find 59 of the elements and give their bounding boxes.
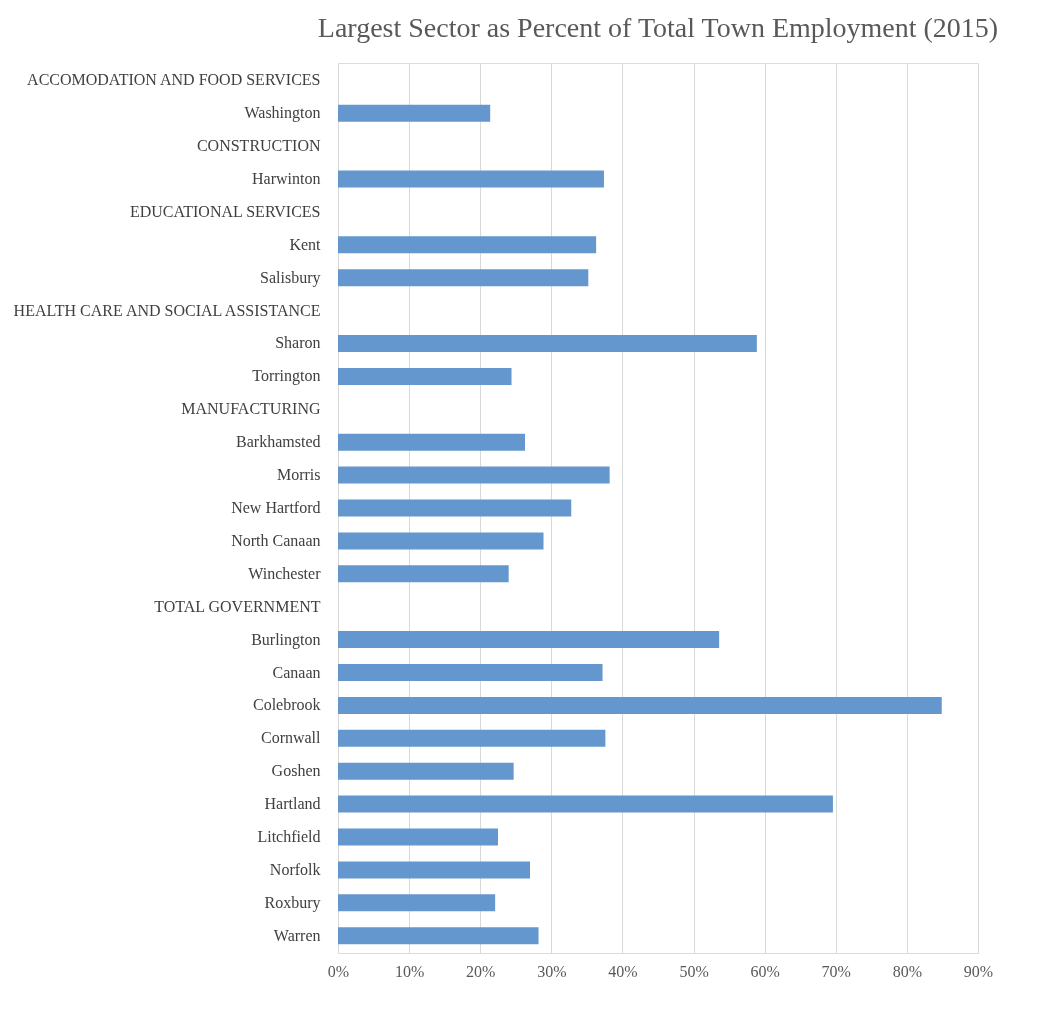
x-tick-label: 20% bbox=[466, 962, 496, 980]
chart-title: Largest Sector as Percent of Total Town Employment (2015) bbox=[317, 12, 999, 43]
bar bbox=[338, 104, 491, 122]
bar bbox=[338, 828, 498, 846]
bar bbox=[338, 170, 604, 188]
y-tick-label: Colebrook bbox=[252, 696, 321, 714]
x-tick-label: 0% bbox=[327, 962, 350, 980]
bar bbox=[338, 861, 530, 879]
y-tick-label: Barkhamsted bbox=[236, 433, 321, 451]
x-tick-label: 60% bbox=[750, 962, 780, 980]
bar bbox=[338, 664, 603, 682]
bar bbox=[338, 236, 597, 254]
y-tick-label: Kent bbox=[289, 235, 322, 253]
bar bbox=[338, 565, 509, 583]
y-tick-label: Hartland bbox=[264, 795, 321, 813]
y-tick-label: Canaan bbox=[272, 663, 321, 681]
y-tick-label: New Hartford bbox=[231, 499, 321, 516]
y-tick-label: Litchfield bbox=[257, 828, 321, 846]
y-tick-label: EDUCATIONAL SERVICES bbox=[129, 202, 321, 220]
bar bbox=[338, 466, 610, 484]
y-tick-label: Winchester bbox=[248, 564, 322, 582]
x-tick-label: 90% bbox=[963, 962, 994, 980]
x-tick-label: 80% bbox=[892, 962, 923, 980]
bar bbox=[338, 631, 720, 649]
y-tick-label: Warren bbox=[273, 926, 321, 944]
bar bbox=[338, 334, 757, 352]
bar bbox=[338, 762, 514, 780]
y-tick-label: CONSTRUCTION bbox=[196, 137, 321, 155]
y-tick-label: HEALTH CARE AND SOCIAL ASSISTANCE bbox=[13, 301, 321, 319]
bar bbox=[338, 532, 544, 550]
y-tick-label: Washington bbox=[244, 104, 321, 123]
bar bbox=[338, 927, 539, 945]
x-tick-label: 40% bbox=[608, 962, 638, 980]
y-tick-label: Harwinton bbox=[252, 169, 321, 187]
bar bbox=[338, 729, 606, 747]
x-tick-label: 10% bbox=[394, 962, 425, 980]
y-tick-label: Goshen bbox=[271, 762, 321, 780]
y-tick-label: Salisbury bbox=[260, 268, 321, 287]
bar bbox=[338, 795, 833, 813]
y-tick-label: Morris bbox=[276, 466, 321, 484]
bar bbox=[338, 696, 942, 714]
x-tick-label: 70% bbox=[821, 962, 851, 980]
y-tick-label: MANUFACTURING bbox=[181, 400, 321, 418]
bar bbox=[338, 894, 496, 912]
y-tick-label: Roxbury bbox=[264, 893, 321, 912]
y-tick-label: Sharon bbox=[275, 334, 321, 352]
y-tick-label: ACCOMODATION AND FOOD SERVICES bbox=[27, 71, 321, 89]
y-tick-label: TOTAL GOVERNMENT bbox=[154, 597, 321, 615]
bar bbox=[338, 269, 589, 287]
y-tick-label: Torrington bbox=[252, 367, 321, 386]
bar bbox=[338, 499, 572, 517]
x-tick-label: 30% bbox=[537, 962, 567, 980]
y-tick-label: Cornwall bbox=[260, 729, 322, 747]
bar bbox=[338, 433, 526, 451]
y-tick-label: Burlington bbox=[251, 630, 321, 649]
y-tick-label: Norfolk bbox=[269, 860, 321, 878]
bar bbox=[338, 367, 512, 385]
y-tick-label: North Canaan bbox=[231, 531, 321, 549]
x-tick-label: 50% bbox=[679, 962, 709, 980]
